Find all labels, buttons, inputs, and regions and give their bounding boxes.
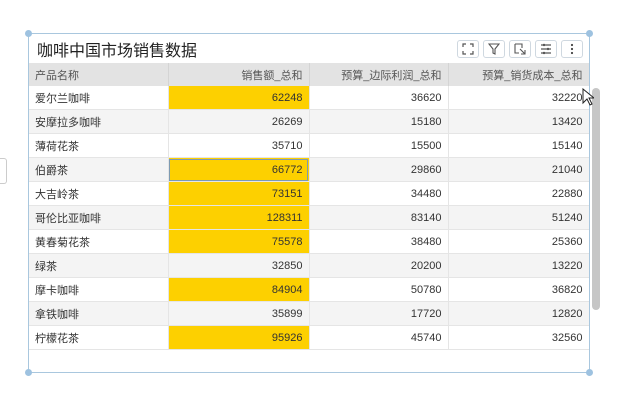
value-cell[interactable]: 15500 [309, 133, 449, 158]
resize-handle[interactable] [586, 30, 593, 37]
value-cell[interactable]: 51240 [448, 205, 589, 230]
scrollbar-thumb[interactable] [592, 88, 600, 310]
value-cell[interactable]: 29860 [309, 157, 449, 182]
resize-handle[interactable] [25, 369, 32, 376]
product-name-cell[interactable]: 拿铁咖啡 [29, 301, 169, 326]
resize-handle[interactable] [586, 369, 593, 376]
value-cell[interactable]: 32560 [448, 325, 589, 350]
vertical-scrollbar[interactable] [592, 88, 600, 354]
filter-button[interactable] [483, 40, 505, 58]
table-widget[interactable]: 咖啡中国市场销售数据 产品名称 销售额_总和 预算_边际利润_总和 预算 [25, 30, 593, 376]
value-cell[interactable]: 35899 [168, 301, 310, 326]
widget-toolbar [457, 40, 583, 58]
data-grid[interactable]: 产品名称 销售额_总和 预算_边际利润_总和 预算_销货成本_总和 爱尔兰咖啡 6… [29, 63, 589, 359]
header-row: 产品名称 销售额_总和 预算_边际利润_总和 预算_销货成本_总和 [29, 63, 589, 86]
value-cell[interactable]: 20200 [309, 253, 449, 278]
value-cell[interactable]: 25360 [448, 229, 589, 254]
table-row[interactable]: 伯爵茶 66772 29860 21040 [29, 157, 589, 182]
product-name-cell[interactable]: 黄春菊花茶 [29, 229, 169, 254]
list-settings-button[interactable] [535, 40, 557, 58]
resize-handle[interactable] [25, 30, 32, 37]
table-row[interactable]: 摩卡咖啡 84904 50780 36820 [29, 277, 589, 302]
value-cell[interactable]: 32850 [168, 253, 310, 278]
value-cell[interactable]: 75578 [168, 229, 310, 254]
value-cell[interactable]: 17720 [309, 301, 449, 326]
value-cell[interactable]: 66772 [168, 157, 310, 182]
value-cell[interactable]: 21040 [448, 157, 589, 182]
widget-title: 咖啡中国市场销售数据 [37, 43, 198, 60]
product-name-cell[interactable]: 伯爵茶 [29, 157, 169, 182]
value-cell[interactable]: 35710 [168, 133, 310, 158]
product-name-cell[interactable]: 绿茶 [29, 253, 169, 278]
product-name-cell[interactable]: 柠檬花茶 [29, 325, 169, 350]
value-cell[interactable]: 62248 [168, 86, 310, 110]
value-cell[interactable]: 45740 [309, 325, 449, 350]
more-button[interactable] [561, 40, 583, 58]
table-row[interactable]: 爱尔兰咖啡 62248 36620 32220 [29, 86, 589, 110]
value-cell[interactable]: 73151 [168, 181, 310, 206]
value-cell[interactable]: 15180 [309, 109, 449, 134]
table-row[interactable]: 柠檬花茶 95926 45740 32560 [29, 325, 589, 350]
export-icon [514, 43, 526, 55]
product-name-cell[interactable]: 爱尔兰咖啡 [29, 86, 169, 110]
table-row[interactable]: 薄荷花茶 35710 15500 15140 [29, 133, 589, 158]
side-panel-tab[interactable] [0, 158, 7, 184]
column-header[interactable]: 产品名称 [29, 63, 169, 86]
value-cell[interactable]: 36820 [448, 277, 589, 302]
fullscreen-button[interactable] [457, 40, 479, 58]
table-row[interactable]: 哥伦比亚咖啡 128311 83140 51240 [29, 205, 589, 230]
product-name-cell[interactable]: 摩卡咖啡 [29, 277, 169, 302]
fullscreen-icon [462, 43, 474, 55]
value-cell[interactable]: 36620 [309, 86, 449, 110]
export-button[interactable] [509, 40, 531, 58]
filter-icon [488, 43, 500, 55]
table-row[interactable]: 安摩拉多咖啡 26269 15180 13420 [29, 109, 589, 134]
table-row[interactable]: 绿茶 32850 20200 13220 [29, 253, 589, 278]
list-settings-icon [541, 43, 551, 55]
value-cell[interactable]: 84904 [168, 277, 310, 302]
column-header[interactable]: 预算_边际利润_总和 [309, 63, 449, 86]
value-cell[interactable]: 15140 [448, 133, 589, 158]
value-cell[interactable]: 83140 [309, 205, 449, 230]
table-row[interactable]: 拿铁咖啡 35899 17720 12820 [29, 301, 589, 326]
value-cell[interactable]: 12820 [448, 301, 589, 326]
mouse-cursor-icon [582, 88, 594, 106]
value-cell[interactable]: 22880 [448, 181, 589, 206]
data-table: 产品名称 销售额_总和 预算_边际利润_总和 预算_销货成本_总和 爱尔兰咖啡 6… [29, 63, 589, 350]
value-cell[interactable]: 26269 [168, 109, 310, 134]
table-row[interactable]: 黄春菊花茶 75578 38480 25360 [29, 229, 589, 254]
value-cell[interactable]: 34480 [309, 181, 449, 206]
column-header[interactable]: 预算_销货成本_总和 [448, 63, 589, 86]
table-row[interactable]: 大吉岭茶 73151 34480 22880 [29, 181, 589, 206]
product-name-cell[interactable]: 安摩拉多咖啡 [29, 109, 169, 134]
more-icon [570, 43, 574, 55]
table-body: 爱尔兰咖啡 62248 36620 32220 安摩拉多咖啡 26269 15180 1342… [29, 86, 589, 350]
value-cell[interactable]: 50780 [309, 277, 449, 302]
value-cell[interactable]: 13420 [448, 109, 589, 134]
value-cell[interactable]: 128311 [168, 205, 310, 230]
value-cell[interactable]: 38480 [309, 229, 449, 254]
value-cell[interactable]: 32220 [448, 86, 589, 110]
product-name-cell[interactable]: 大吉岭茶 [29, 181, 169, 206]
product-name-cell[interactable]: 薄荷花茶 [29, 133, 169, 158]
product-name-cell[interactable]: 哥伦比亚咖啡 [29, 205, 169, 230]
column-header[interactable]: 销售额_总和 [168, 63, 310, 86]
value-cell[interactable]: 13220 [448, 253, 589, 278]
value-cell[interactable]: 95926 [168, 325, 310, 350]
